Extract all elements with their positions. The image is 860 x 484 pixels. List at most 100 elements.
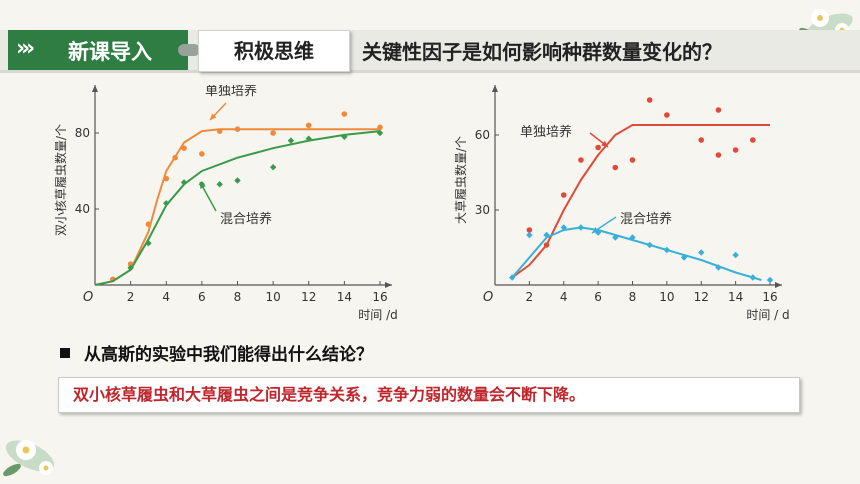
x-axis-label: 时间 /d (358, 308, 397, 322)
square-bullet-icon (60, 348, 70, 358)
data-point (341, 111, 348, 117)
data-point (145, 221, 152, 227)
data-point (234, 126, 241, 132)
data-point (715, 264, 722, 271)
x-tick-label: 14 (728, 290, 743, 304)
chevrons-icon: ››› (16, 36, 35, 61)
data-point (508, 274, 516, 281)
y-tick-label: 60 (475, 128, 490, 142)
question-text: 从高斯的实验中我们能得出什么结论？ (84, 345, 373, 365)
x-tick-label: 10 (265, 290, 280, 304)
data-point (594, 229, 602, 236)
arrowhead-icon (210, 113, 217, 120)
data-point (629, 234, 636, 241)
x-tick-label: 12 (694, 290, 709, 304)
arrowhead-icon (200, 182, 206, 189)
data-point (341, 133, 348, 140)
data-point (305, 122, 312, 129)
x-tick-label: 2 (526, 290, 534, 304)
section-label: 新课导入 (68, 40, 152, 64)
x-tick-label: 4 (162, 290, 170, 304)
x-tick-label: 8 (234, 290, 242, 304)
arrowhead-icon (592, 226, 599, 233)
answer-box: 双小核草履虫和大草履虫之间是竞争关系，竞争力弱的数量会不断下降。 (58, 377, 800, 413)
y-axis-arrow-icon (92, 85, 98, 92)
data-point (612, 234, 619, 241)
x-axis-arrow-icon (775, 282, 782, 288)
data-point (269, 164, 277, 171)
x-tick-label: 6 (594, 290, 602, 304)
data-point (287, 137, 295, 144)
data-point (732, 251, 739, 259)
data-point (698, 137, 705, 143)
data-point (749, 274, 757, 281)
series-line (94, 128, 380, 286)
data-point (543, 242, 550, 248)
data-point (145, 240, 152, 247)
data-point (560, 192, 567, 198)
data-point (732, 147, 739, 153)
x-tick-label: 14 (337, 290, 352, 304)
series-line (511, 226, 762, 281)
y-axis-label: 双小核草履虫数量/个 (53, 124, 68, 236)
data-point (199, 151, 205, 157)
data-point (270, 130, 276, 136)
x-tick-label: 16 (762, 290, 777, 304)
answer-text: 双小核草履虫和大草履虫之间是竞争关系，竞争力弱的数量会不断下降。 (73, 385, 586, 404)
x-axis-label: 时间 / d (746, 308, 789, 322)
data-point (715, 107, 722, 113)
series-label: 混合培养 (620, 211, 672, 227)
page-title: 关键性因子是如何影响种群数量变化的？ (362, 40, 722, 64)
y-axis-arrow-icon (492, 85, 498, 92)
origin-label: O (83, 290, 93, 305)
data-point (560, 224, 567, 231)
data-point (663, 246, 671, 254)
arrowhead-icon (601, 140, 608, 147)
x-axis-arrow-icon (385, 282, 392, 288)
tab-label: 积极思维 (234, 39, 314, 63)
data-point (305, 135, 312, 142)
section-badge (8, 30, 188, 70)
data-point (698, 249, 705, 256)
tab-positive-thinking[interactable]: 积极思维 (198, 30, 350, 72)
data-point (172, 154, 178, 161)
origin-label: O (483, 290, 493, 305)
data-point (526, 231, 533, 239)
question-item: 从高斯的实验中我们能得出什么结论？ (60, 340, 373, 365)
data-point (629, 157, 636, 163)
data-point (646, 241, 653, 249)
x-tick-label: 6 (198, 290, 206, 304)
series-label: 单独培养 (520, 124, 572, 140)
data-point (180, 179, 188, 186)
data-point (664, 112, 670, 118)
connector-pill (178, 44, 200, 56)
x-tick-label: 4 (560, 290, 568, 304)
series-label: 混合培养 (220, 211, 272, 227)
data-point (715, 152, 722, 158)
data-point (163, 175, 170, 182)
data-point (526, 227, 533, 233)
data-point (216, 181, 223, 188)
x-tick-label: 2 (127, 290, 135, 304)
data-point (163, 200, 170, 207)
data-point (612, 164, 619, 171)
y-tick-label: 80 (75, 126, 90, 140)
data-point (750, 137, 756, 143)
x-tick-label: 8 (629, 290, 637, 304)
data-point (646, 97, 653, 103)
data-point (577, 224, 585, 231)
data-point (595, 144, 601, 151)
data-point (234, 177, 241, 184)
data-point (216, 128, 223, 134)
data-point (377, 124, 383, 131)
series-line (94, 130, 381, 286)
data-point (543, 231, 550, 239)
data-point (680, 254, 688, 261)
x-tick-label: 16 (372, 290, 387, 304)
y-tick-label: 40 (75, 202, 90, 216)
flower-decoration-bottom-left (3, 440, 55, 477)
data-point (766, 276, 774, 284)
x-tick-label: 10 (659, 290, 674, 304)
